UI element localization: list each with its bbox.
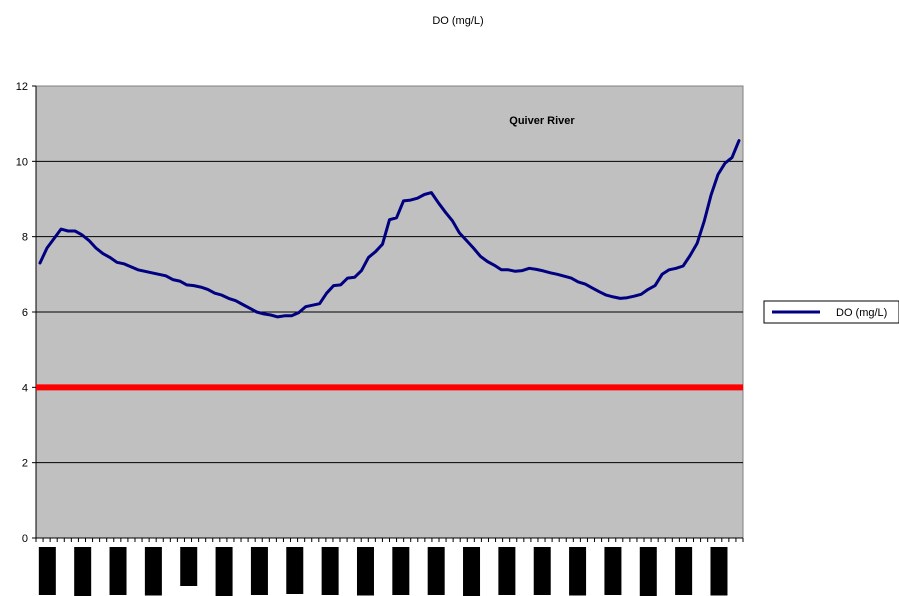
series-line-do (38, 139, 741, 319)
x-category-label-redacted (250, 547, 268, 595)
x-category-label-redacted (215, 547, 233, 596)
x-category-label-redacted (356, 547, 374, 596)
x-category-label-redacted (463, 547, 481, 596)
y-tick-label: 2 (22, 458, 28, 470)
x-category-label-redacted (74, 547, 92, 596)
x-category-label-redacted (144, 547, 162, 596)
x-category-label-redacted (38, 547, 56, 595)
legend: DO (mg/L) (763, 300, 899, 324)
legend-box (763, 300, 899, 324)
y-tick-label: 0 (22, 533, 28, 545)
y-tick-label: 4 (22, 382, 28, 394)
x-category-label-redacted (392, 547, 410, 595)
y-tick-label: 10 (16, 156, 28, 168)
x-category-label-redacted (109, 547, 127, 595)
annotation-label: Quiver River (509, 115, 575, 127)
x-category-label-redacted (533, 547, 551, 595)
x-category-label-redacted (286, 547, 304, 594)
x-category-label-redacted (675, 547, 693, 595)
legend-label: DO (mg/L) (836, 307, 887, 319)
x-category-label-redacted (569, 547, 587, 596)
x-category-label-redacted (604, 547, 622, 595)
y-tick-label: 8 (22, 232, 28, 244)
x-category-label-redacted (180, 547, 198, 586)
x-category-label-redacted (321, 547, 339, 595)
chart-title: DO (mg/L) (432, 15, 483, 27)
series-lines (38, 139, 741, 319)
y-tick-label: 6 (22, 307, 28, 319)
y-tick-label: 12 (16, 81, 28, 93)
x-category-label-redacted (427, 547, 445, 595)
y-axis: 0 2 4 6 8 10 12 (16, 81, 37, 545)
x-category-label-redacted (498, 547, 516, 595)
x-category-label-redacted (639, 547, 657, 596)
x-axis (35, 537, 744, 596)
x-category-label-redacted (710, 547, 728, 596)
